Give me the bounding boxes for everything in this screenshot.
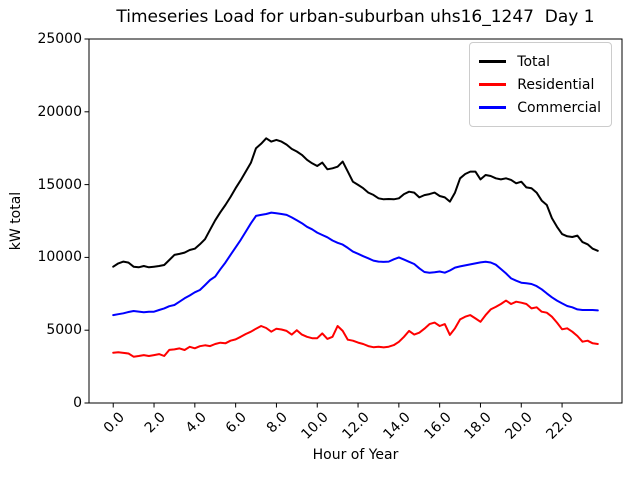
plot-frame: [88, 38, 623, 404]
legend: Total Residential Commercial: [469, 42, 612, 127]
legend-item-total: Total: [479, 50, 601, 73]
series-line-residential: [112, 299, 599, 358]
legend-label-residential: Residential: [517, 76, 595, 93]
legend-swatch-total: [479, 60, 507, 63]
chart-title: Timeseries Load for urban-suburban uhs16…: [116, 7, 595, 27]
x-axis-label: Hour of Year: [312, 447, 399, 463]
y-tick-label: 15000: [37, 176, 82, 193]
y-tick-label: 5000: [46, 322, 82, 339]
y-tick-label: 0: [73, 395, 82, 411]
y-tick-label: 10000: [37, 249, 82, 266]
legend-label-total: Total: [517, 53, 550, 70]
series-line-commercial: [112, 211, 599, 317]
y-axis-label: kW total: [8, 191, 24, 251]
legend-swatch-commercial: [479, 106, 507, 109]
legend-item-residential: Residential: [479, 73, 601, 96]
y-tick-label: 25000: [37, 31, 82, 47]
series-line-total: [112, 137, 599, 269]
legend-item-commercial: Commercial: [479, 96, 601, 119]
legend-label-commercial: Commercial: [517, 99, 601, 116]
legend-swatch-residential: [479, 83, 507, 86]
y-tick-label: 20000: [37, 103, 82, 120]
